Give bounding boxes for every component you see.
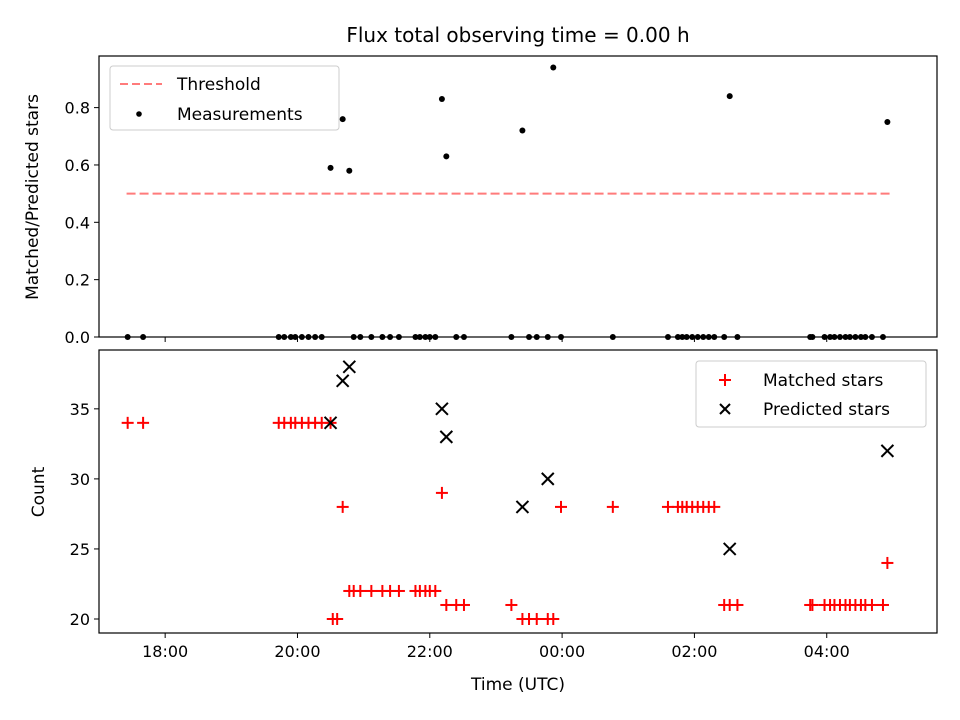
bottom-legend-entry-predicted: Predicted stars [763, 400, 890, 420]
y-tick-label: 30 [70, 470, 90, 489]
top-legend-entry-threshold: Threshold [176, 75, 261, 95]
measurement-point [550, 64, 557, 71]
matched-stars-point [457, 598, 470, 611]
bottom-y-ticks: 20 25 30 35 [70, 400, 99, 629]
top-chart-title: Flux total observing time = 0.00 h [346, 23, 689, 47]
y-tick-label: 0.6 [65, 156, 90, 175]
x-tick-label: 00:00 [539, 642, 585, 661]
top-legend-entry-measurements: Measurements [177, 105, 303, 125]
predicted-stars-point [439, 430, 454, 444]
measurement-point [327, 164, 334, 171]
matched-stars-point [392, 584, 405, 597]
matched-stars-point [331, 612, 344, 625]
matched-stars-point [336, 500, 349, 513]
bottom-legend-box [695, 360, 927, 428]
matched-legend-swatch [719, 374, 731, 386]
predicted-stars-point [323, 416, 338, 430]
measurement-point [884, 118, 891, 125]
matched-stars-point [555, 500, 568, 513]
top-y-ticks: 0.0 0.2 0.4 0.6 0.8 [65, 99, 99, 347]
matched-stars-point [876, 598, 889, 611]
predicted-legend-swatch [719, 403, 731, 415]
matched-stars-point [137, 416, 150, 429]
x-tick-label: 02:00 [671, 642, 717, 661]
matched-stars-point [881, 556, 894, 569]
x-tick-label: 04:00 [804, 642, 850, 661]
matched-stars-point [547, 612, 560, 625]
matched-stars-point [530, 612, 543, 625]
bottom-legend-entry-matched: Matched stars [763, 371, 883, 391]
matched-stars-point [435, 486, 448, 499]
predicted-stars-point [541, 472, 555, 486]
predicted-stars-point [342, 360, 357, 374]
bottom-y-axis-label: Count [29, 466, 49, 517]
x-tick-label: 22:00 [407, 642, 453, 661]
y-tick-label: 0.8 [65, 99, 90, 118]
bottom-plot-frame [98, 349, 938, 634]
top-plot-frame [98, 55, 938, 338]
measurement-point [339, 116, 346, 123]
matched-stars-point [429, 584, 442, 597]
y-tick-label: 0.4 [65, 213, 90, 232]
matched-stars-point [731, 598, 744, 611]
y-tick-label: 0.0 [65, 328, 90, 347]
top-legend-box [109, 65, 340, 131]
bottom-plot-marks [121, 360, 895, 625]
bottom-legend: Matched stars Predicted stars [695, 360, 927, 428]
bottom-x-axis-label: Time (UTC) [470, 675, 565, 695]
matched-stars-point [606, 500, 619, 513]
predicted-stars-point [880, 444, 895, 458]
top-y-axis-label: Matched/Predicted stars [23, 94, 43, 300]
matched-stars-point [354, 584, 367, 597]
x-tick-label: 18:00 [142, 642, 188, 661]
y-tick-label: 25 [70, 540, 90, 559]
measurement-point [346, 167, 353, 174]
y-tick-label: 35 [70, 400, 90, 419]
matched-stars-point [708, 500, 721, 513]
predicted-stars-point [515, 500, 530, 514]
predicted-stars-point [722, 542, 737, 556]
measurement-point [443, 153, 450, 160]
bottom-panel: Count Time (UTC) 20 25 30 35 18:00 20:00 22:0… [29, 349, 938, 695]
y-tick-label: 0.2 [65, 271, 90, 290]
top-legend: Threshold Measurements [109, 65, 340, 131]
measurement-point [726, 93, 733, 100]
measurement-point [438, 96, 445, 103]
predicted-stars-point [335, 374, 350, 388]
matched-stars-point [806, 598, 819, 611]
matched-stars-point [121, 416, 134, 429]
predicted-stars-point [435, 402, 449, 416]
matched-stars-point [505, 598, 518, 611]
top-panel: Flux total observing time = 0.00 h Match… [23, 23, 938, 347]
bottom-x-ticks: 18:00 20:00 22:00 00:00 02:00 04:00 [142, 633, 850, 661]
matched-stars-point [365, 584, 378, 597]
matched-stars-point [865, 598, 878, 611]
y-tick-label: 20 [70, 610, 90, 629]
measurement-point [519, 127, 526, 134]
measurements-legend-swatch [136, 111, 142, 117]
x-tick-label: 20:00 [274, 642, 320, 661]
